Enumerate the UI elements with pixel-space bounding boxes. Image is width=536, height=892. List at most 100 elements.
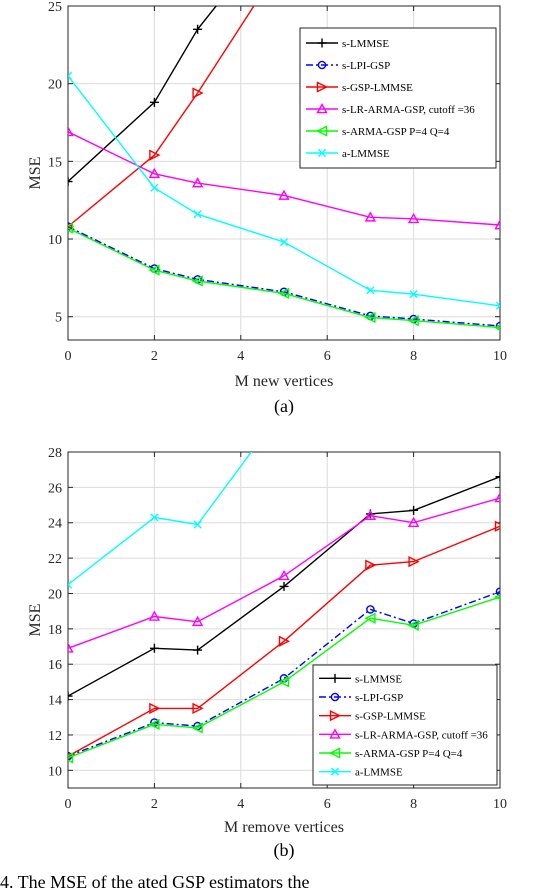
series-line-2 — [68, 525, 500, 757]
series-point-2 — [278, 635, 291, 647]
legend-marker — [316, 81, 329, 93]
series-point-3 — [494, 219, 500, 230]
series-point-2 — [365, 559, 377, 571]
series-point-3 — [364, 509, 377, 520]
series-point-4 — [68, 222, 74, 234]
series-point-5 — [409, 290, 418, 299]
series-point-4 — [364, 612, 376, 624]
x-tick-label: 2 — [151, 797, 158, 812]
series-point-4 — [407, 619, 419, 631]
legend-box — [312, 664, 498, 786]
y-tick-label: 20 — [48, 587, 62, 602]
series-point-0 — [68, 177, 73, 187]
x-axis-label: M remove vertices — [224, 819, 344, 836]
x-tick-label: 4 — [237, 349, 244, 364]
series-line-4 — [68, 227, 500, 329]
series-point-5 — [366, 286, 375, 295]
legend-entry: a-LMMSE — [342, 148, 390, 160]
series-point-2 — [494, 520, 500, 532]
series-line-4 — [68, 596, 500, 759]
series-point-5 — [279, 238, 289, 247]
y-tick-label: 26 — [48, 481, 62, 496]
series-point-2 — [192, 87, 204, 99]
panel-label: (a) — [274, 396, 294, 417]
series-point-3 — [407, 516, 420, 528]
series-point-2 — [149, 702, 161, 715]
legend-marker — [328, 747, 341, 759]
legend-marker — [317, 148, 327, 158]
y-tick-label: 25 — [48, 0, 62, 15]
series-point-3 — [68, 642, 74, 653]
series-point-3 — [148, 167, 161, 179]
series-point-3 — [68, 125, 74, 137]
y-tick-label: 16 — [48, 658, 62, 673]
legend-marker — [317, 60, 327, 70]
series-point-5 — [367, 360, 374, 367]
y-tick-label: 24 — [48, 517, 62, 532]
y-tick-label: 10 — [48, 764, 62, 779]
series-point-4 — [277, 676, 290, 688]
series-point-3 — [407, 212, 420, 224]
series-point-0 — [193, 645, 203, 655]
legend-entry: s-GSP-LMMSE — [342, 82, 413, 94]
series-point-2 — [149, 149, 161, 161]
series-point-5 — [150, 183, 159, 192]
series-point-5 — [193, 520, 202, 529]
y-tick-label: 15 — [48, 155, 62, 170]
panel-label: (b) — [274, 840, 295, 861]
legend-entry: a-LMMSE — [355, 767, 403, 779]
legend-marker — [315, 125, 328, 137]
series-point-3 — [191, 615, 204, 627]
series-point-5 — [150, 513, 159, 522]
series-point-5 — [193, 210, 202, 219]
x-tick-label: 4 — [237, 797, 244, 812]
series-line-3 — [68, 497, 500, 649]
legend-entry: s-LR-ARMA-GSP, cutoff =36 — [342, 104, 475, 116]
legend-entry: s-LPI-GSP — [342, 60, 390, 72]
legend-marker — [330, 692, 340, 702]
series-point-1 — [366, 605, 375, 614]
series-point-2 — [408, 556, 420, 568]
series-point-5 — [68, 71, 73, 81]
legend-marker — [329, 728, 341, 739]
series-point-3 — [191, 177, 204, 188]
series-point-4 — [191, 722, 203, 734]
series-point-3 — [278, 569, 290, 581]
y-tick-label: 12 — [48, 729, 62, 744]
legend-marker — [329, 710, 342, 722]
series-group — [68, 360, 500, 764]
legend-marker — [330, 767, 340, 776]
legend-entry: s-LMMSE — [342, 38, 389, 50]
legend-entry: s-ARMA-GSP P=4 Q=4 — [342, 126, 450, 138]
series-point-2 — [192, 702, 204, 715]
x-axis-label: M new vertices — [235, 373, 334, 390]
legend: s-LMMSE s-LPI-GSP s-GSP-LMMSE s-LR-ARMA-GSP… — [312, 664, 498, 786]
series-line-2 — [68, 6, 255, 228]
x-tick-label: 2 — [151, 349, 158, 364]
y-tick-label: 5 — [55, 311, 62, 326]
legend-box — [299, 27, 497, 169]
series-point-4 — [148, 264, 160, 276]
series-point-4 — [68, 752, 74, 764]
series-line-5 — [68, 452, 253, 586]
series-point-0 — [409, 505, 419, 515]
legend-entry: s-LPI-GSP — [355, 692, 403, 704]
series-point-3 — [278, 189, 290, 200]
series-point-4 — [148, 718, 160, 730]
series-point-5 — [68, 580, 73, 589]
x-tick-label: 0 — [65, 349, 72, 364]
plot-frame — [67, 451, 501, 789]
x-tick-label: 8 — [410, 349, 417, 364]
series-point-0 — [149, 97, 159, 107]
series-point-3 — [148, 610, 161, 621]
y-tick-label: 28 — [48, 446, 62, 461]
series-point-3 — [364, 211, 377, 222]
series-point-5 — [495, 301, 500, 310]
series-point-0 — [68, 691, 73, 701]
x-tick-label: 10 — [493, 349, 507, 364]
chart-panel-a: 0 2 4 6 8 10 5 10 15 20 25 M new vertices MSE (a) s-LM… — [27, 0, 507, 417]
series-point-0 — [279, 581, 289, 591]
y-tick-label: 22 — [48, 552, 62, 567]
x-tick-label: 10 — [493, 797, 507, 812]
